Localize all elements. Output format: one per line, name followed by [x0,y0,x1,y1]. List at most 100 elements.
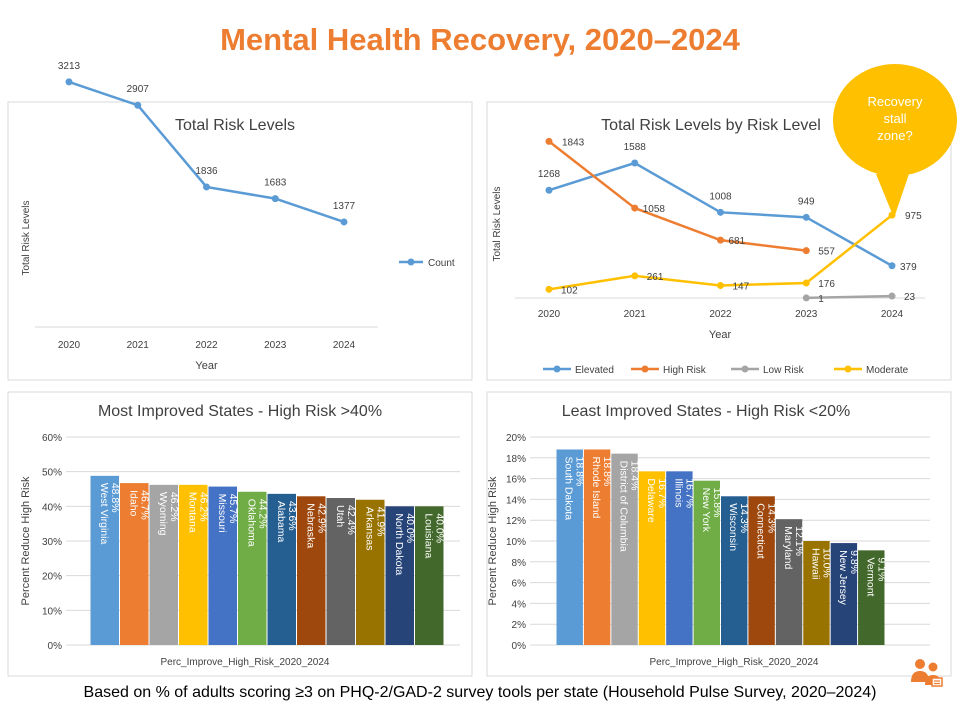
bar-category-label: Nebraska [304,503,316,548]
data-label: 1268 [538,169,561,180]
bar-category-label: North Dakota [393,513,405,575]
series-line-moderate [548,214,893,291]
bar-category-label: Arkansas [363,507,375,551]
legend-marker [553,365,561,373]
y-tick-label: 14% [506,495,526,506]
x-tick-label: 2022 [195,340,218,351]
bar-value-label: 16.7% [656,478,668,508]
data-label: 1836 [195,166,218,177]
y-tick-label: 60% [42,433,62,444]
data-point [802,294,810,302]
data-point [717,236,724,244]
bar [583,449,611,645]
legend-marker [641,365,649,373]
chart-most-group: Most Improved States - High Risk >40% 0% 1… [7,391,473,677]
bar-category-label: Alabama [275,501,287,543]
data-label: 1058 [643,204,666,215]
x-tick-label: 2020 [58,340,81,351]
series-line-elevated [548,161,893,267]
bar [830,543,858,645]
series-line-low-risk [806,294,893,300]
bar [638,471,666,645]
callout-text: Recovery [868,94,923,109]
y-tick-label: 4% [512,599,527,610]
y-tick-label: 16% [506,475,526,486]
x-axis-label: Perc_Improve_High_Risk_2020_2024 [650,657,819,668]
legend-label: Elevated [575,365,614,376]
chart-frame [7,391,473,677]
data-label: 102 [561,285,578,296]
data-label: 176 [818,279,835,290]
bar-value-label: 46.2% [197,492,209,522]
bar-category-label: New York [700,488,712,533]
y-tick-label: 40% [42,502,62,513]
y-tick-label: 2% [512,620,527,631]
data-label: 1683 [264,178,287,189]
x-tick-label: 2023 [795,309,818,320]
bar-value-label: 9.1% [875,557,887,581]
data-point [545,137,553,145]
data-point [340,218,348,226]
bar-category-label: Wyoming [157,492,169,536]
data-label: 1377 [333,201,356,212]
y-axis-label: Total Risk Levels [492,186,503,261]
data-point [203,183,210,191]
bar-category-label: West Virginia [98,483,110,545]
x-tick-label: 2023 [264,340,287,351]
legend-marker [844,365,852,373]
footer-note: Based on % of adults scoring ≥3 on PHQ-2… [83,684,877,701]
bar-value-label: 40.0% [433,513,445,543]
x-axis-label: Perc_Improve_High_Risk_2020_2024 [161,657,330,668]
chart-least-group: Least Improved States - High Risk <20% 0%… [486,391,952,677]
y-tick-label: 18% [506,454,526,465]
bar-category-label: District of Columbia [618,461,630,552]
chart-frame [486,101,952,381]
x-tick-label: 2024 [881,309,904,320]
bar [611,453,638,645]
chart-title: Total Risk Levels by Risk Level [601,117,821,134]
data-point [631,272,639,280]
bar [666,471,693,645]
legend-label: High Risk [663,365,707,376]
bar [179,484,208,645]
chart-title: Most Improved States - High Risk >40% [98,403,382,420]
x-tick-label: 2021 [127,340,150,351]
chart-frame [486,391,952,677]
legend-label: Moderate [866,365,909,376]
bar-category-label: Montana [186,492,198,533]
y-axis-label: Percent Reduce High Risk [487,476,499,606]
x-tick-label: 2022 [709,309,732,320]
bar [120,483,149,645]
x-axis-label: Year [709,329,732,341]
x-tick-label: 2020 [538,309,561,320]
callout-text: stall [883,111,906,126]
chart-title: Total Risk Levels [175,117,295,134]
bar-category-label: Maryland [782,526,794,569]
data-label: 1 [818,294,824,305]
x-tick-label: 2021 [624,309,647,320]
data-label: 1588 [624,142,647,153]
data-point [888,262,896,270]
bar-value-label: 9.8% [848,550,860,574]
bar [775,519,803,645]
data-label: 2907 [127,84,150,95]
bar-value-label: 42.4% [345,505,357,535]
y-tick-label: 0% [48,641,63,652]
data-label: 261 [647,272,664,283]
legend-marker [741,365,749,373]
data-label: 1843 [562,137,585,148]
series-line-high-risk [548,140,807,252]
data-point [802,247,810,255]
bar-category-label: Delaware [645,478,657,523]
people-group-icon [910,656,944,688]
legend-marker [407,258,415,266]
bar-value-label: 18.4% [629,461,641,491]
data-point [888,211,896,219]
bar [238,491,267,645]
bar [208,486,237,645]
y-tick-label: 50% [42,468,62,479]
bar [556,449,583,645]
y-tick-label: 30% [42,537,62,548]
y-tick-label: 0% [512,641,527,652]
